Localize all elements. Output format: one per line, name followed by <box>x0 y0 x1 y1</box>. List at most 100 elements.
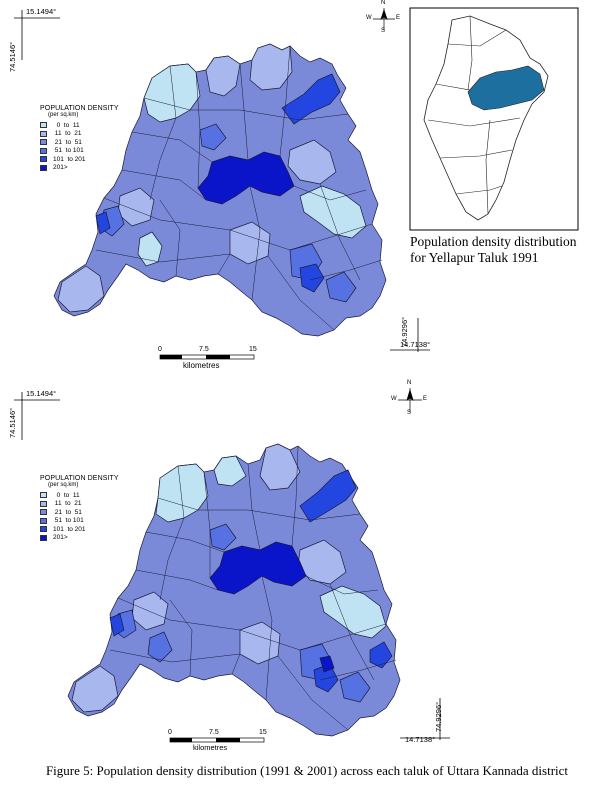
legend-swatch <box>40 509 47 516</box>
legend-item-101-201: 101 to 201 <box>40 525 119 534</box>
legend-swatch <box>40 492 47 499</box>
scale-tick-end: 15 <box>259 729 267 736</box>
scale-tick-0: 0 <box>168 729 172 736</box>
inset-district-map <box>409 7 579 231</box>
legend-label: 101 to 201 <box>53 155 86 163</box>
map-2001-canvas <box>14 388 450 743</box>
legend-swatch <box>40 147 47 154</box>
region-101-201-ne <box>299 469 357 523</box>
legend-label: 51 to 101 <box>53 517 84 525</box>
region-11-21-b <box>249 43 293 91</box>
region-0-11-east <box>319 585 387 639</box>
map-panel-2001: 15.1494° 74.5146° 14.7138° 74.9296° <box>0 380 614 752</box>
region-101-201-w <box>109 613 125 637</box>
corner-ticks <box>14 392 450 740</box>
scale-tick-mid: 7.5 <box>209 729 219 736</box>
legend-item-21-51: 21 to 51 <box>40 138 119 147</box>
region-201plus-center <box>197 151 295 205</box>
legend-title: POPULATION DENSITY <box>40 105 119 112</box>
region-11-21-c <box>287 139 337 185</box>
legend-label: 51 to 101 <box>53 147 84 155</box>
legend-label: 201> <box>53 534 68 542</box>
legend-title: POPULATION DENSITY <box>40 475 119 482</box>
map-1991-canvas <box>14 7 579 360</box>
scale-unit: kilometres <box>193 743 228 752</box>
legend-swatch <box>40 139 47 146</box>
legend-item-21-51: 21 to 51 <box>40 508 119 517</box>
scale-bar-2001 <box>169 737 265 743</box>
legend-label: 21 to 51 <box>53 138 82 146</box>
sub-boundaries <box>95 45 383 331</box>
legend-unit: (per sq.km) <box>48 482 79 488</box>
legend-swatch <box>40 164 47 171</box>
region-0-11-east <box>299 185 367 239</box>
region-51-101-a <box>147 631 173 663</box>
region-11-21-a <box>205 55 241 97</box>
region-51-101-d <box>199 123 227 151</box>
compass-w: W <box>391 396 397 402</box>
compass-e: E <box>396 15 401 21</box>
region-101-201-w <box>95 211 111 235</box>
scale-unit: kilometres <box>183 361 220 370</box>
coord-right-longitude: 74.9296° <box>434 701 443 732</box>
compass-s: S <box>407 410 412 416</box>
legend-label: 0 to 11 <box>53 121 80 129</box>
region-11-21-d <box>57 265 105 313</box>
compass-n: N <box>381 0 386 6</box>
legend-swatch <box>40 517 47 524</box>
scale-tick-mid: 7.5 <box>199 346 209 353</box>
legend-swatch <box>40 156 47 163</box>
region-201plus-center <box>209 541 307 595</box>
legend-item-201plus: 201> <box>40 534 119 543</box>
coord-bottom-latitude: 14.7138° <box>400 340 431 349</box>
inset-district-outline <box>423 15 549 221</box>
region-101-201-se <box>369 641 393 669</box>
legend-label: 11 to 21 <box>53 130 82 138</box>
region-11-21-b <box>71 665 119 713</box>
region-101-201-s <box>299 263 325 293</box>
compass-e: E <box>423 396 428 402</box>
legend-item-201plus: 201> <box>40 164 119 173</box>
north-arrow-2001 <box>398 388 422 412</box>
legend-label: 21 to 51 <box>53 508 82 516</box>
region-0-11-west <box>137 231 163 267</box>
legend-swatch <box>40 500 47 507</box>
yellapur-taluk-map-1991 <box>53 43 387 337</box>
legend-swatch <box>40 130 47 137</box>
compass-n: N <box>407 380 412 386</box>
yellapur-taluk-map-2001 <box>67 443 401 737</box>
legend-2001: POPULATION DENSITY (per sq.km) 0 to 11 1… <box>40 475 119 542</box>
legend-label: 0 to 11 <box>53 491 80 499</box>
coord-bottom-latitude: 14.7138° <box>405 735 436 744</box>
legend-swatch <box>40 122 47 129</box>
compass-w: W <box>366 15 372 21</box>
legend-label: 11 to 21 <box>53 500 82 508</box>
legend-item-0-11: 0 to 11 <box>40 121 119 130</box>
legend-swatch <box>40 534 47 541</box>
side-caption: Population density distribution for Yell… <box>410 234 577 265</box>
map-panel-1991: 15.1494° 74.5146° 14.7138° 74.9296° <box>0 0 614 380</box>
coord-right-longitude: 74.9296° <box>400 316 409 347</box>
compass-s: S <box>381 28 386 34</box>
coord-left-longitude: 74.5146° <box>8 407 17 438</box>
legend-label: 201> <box>53 164 68 172</box>
corner-ticks <box>14 10 430 352</box>
region-0-11-nw <box>213 455 247 487</box>
figure-caption: Figure 5: Population density distributio… <box>45 763 569 778</box>
coord-top-latitude: 15.1494° <box>26 7 57 16</box>
scale-tick-end: 15 <box>249 346 257 353</box>
legend-label: 101 to 201 <box>53 525 86 533</box>
legend-item-11-21: 11 to 21 <box>40 130 119 139</box>
scale-bar-1991 <box>159 354 255 360</box>
coord-left-longitude: 74.5146° <box>8 41 17 72</box>
region-201plus-south <box>319 655 335 673</box>
inset-yellapur-highlight <box>467 65 545 111</box>
north-arrow-1991 <box>373 8 395 30</box>
region-11-21-a <box>259 443 301 491</box>
region-51-101-d <box>209 523 237 551</box>
legend-item-51-101: 51 to 101 <box>40 517 119 526</box>
legend-unit: (per sq.km) <box>48 112 79 118</box>
legend-item-51-101: 51 to 101 <box>40 147 119 156</box>
scale-tick-0: 0 <box>158 346 162 353</box>
legend-item-11-21: 11 to 21 <box>40 500 119 509</box>
